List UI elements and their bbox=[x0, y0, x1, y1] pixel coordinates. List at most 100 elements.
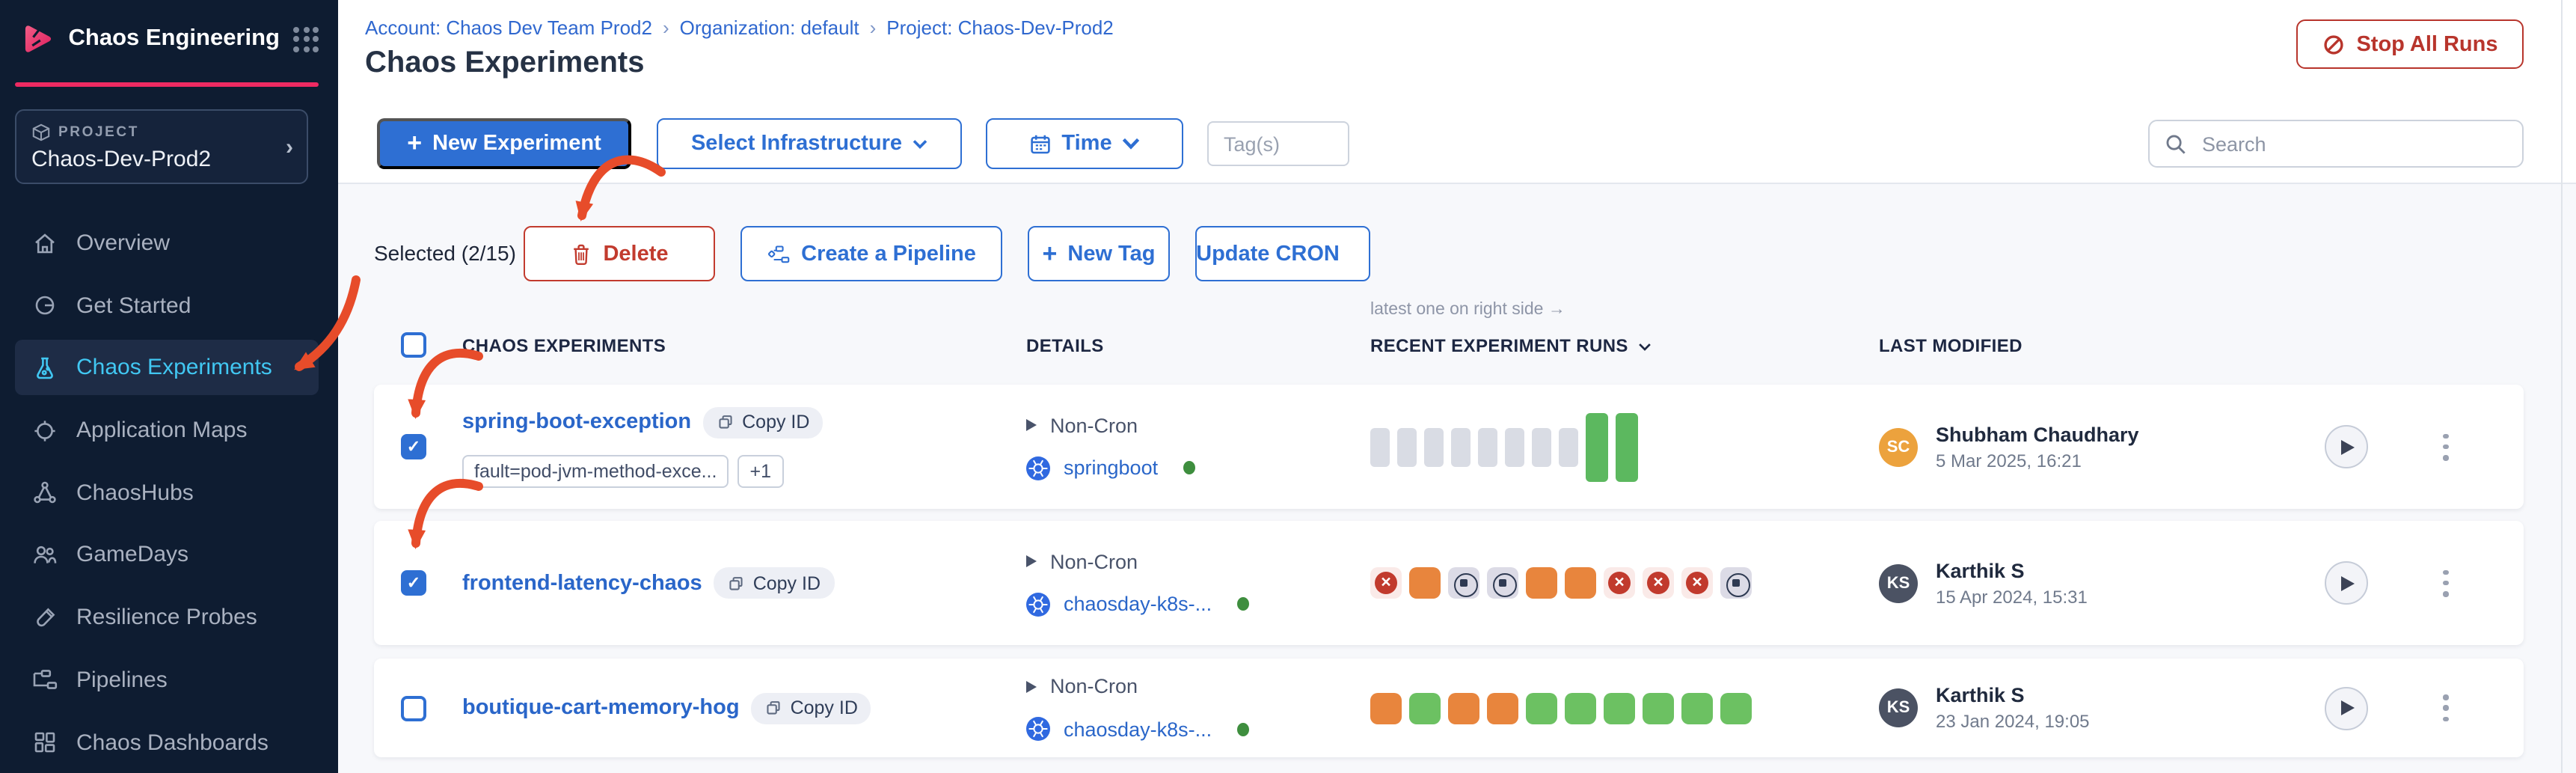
run-indicator-stopped[interactable] bbox=[1487, 567, 1518, 599]
breadcrumb-organization-link[interactable]: Organization: default bbox=[679, 16, 859, 39]
expand-triangle-icon[interactable] bbox=[1026, 680, 1037, 692]
breadcrumb: Account: Chaos Dev Team Prod2 › Organiza… bbox=[365, 16, 1114, 39]
expand-triangle-icon[interactable] bbox=[1026, 555, 1037, 567]
breadcrumb-project-link[interactable]: Project: Chaos-Dev-Prod2 bbox=[886, 16, 1114, 39]
update-cron-button[interactable]: Update CRON bbox=[1195, 226, 1370, 281]
search-input[interactable] bbox=[2199, 131, 2507, 156]
run-indicator-running[interactable] bbox=[1370, 692, 1402, 724]
copy-icon bbox=[767, 701, 781, 715]
run-indicator-passed[interactable] bbox=[1681, 692, 1713, 724]
sidebar-item-chaos-experiments[interactable]: Chaos Experiments bbox=[15, 340, 319, 396]
run-indicator-failed[interactable] bbox=[1643, 567, 1674, 599]
column-header-last-modified: LAST MODIFIED bbox=[1879, 335, 2023, 356]
experiment-row: ✓ frontend-latency-chaos Copy ID Non-Cro… bbox=[374, 521, 2524, 645]
plus-icon: + bbox=[1042, 239, 1058, 267]
run-indicator-empty[interactable] bbox=[1532, 427, 1551, 466]
run-indicator-running[interactable] bbox=[1565, 567, 1596, 599]
copy-id-button[interactable]: Copy ID bbox=[751, 692, 871, 724]
run-indicator-stopped[interactable] bbox=[1720, 567, 1752, 599]
infrastructure-link[interactable]: springboot bbox=[1064, 456, 1159, 479]
play-icon bbox=[2341, 700, 2355, 715]
sidebar-item-get-started[interactable]: Get Started bbox=[15, 278, 319, 333]
select-all-checkbox[interactable] bbox=[401, 332, 426, 358]
time-filter-dropdown[interactable]: Time bbox=[986, 118, 1183, 169]
sidebar-item-chaos-dashboards[interactable]: Chaos Dashboards bbox=[15, 715, 319, 770]
row-menu-button[interactable] bbox=[2432, 568, 2459, 598]
delete-button[interactable]: Delete bbox=[524, 226, 715, 281]
run-indicator-empty[interactable] bbox=[1397, 427, 1417, 466]
copy-id-button[interactable]: Copy ID bbox=[703, 406, 824, 438]
run-experiment-button[interactable] bbox=[2325, 686, 2368, 730]
row-checkbox[interactable] bbox=[401, 695, 426, 721]
play-icon bbox=[2341, 575, 2355, 590]
run-indicator-passed[interactable] bbox=[1720, 692, 1752, 724]
details-cell: Non-Cron springboot bbox=[1026, 385, 1196, 509]
select-infrastructure-dropdown[interactable]: Select Infrastructure bbox=[657, 118, 962, 169]
run-indicator-failed[interactable] bbox=[1681, 567, 1713, 599]
modified-date: 15 Apr 2024, 15:31 bbox=[1936, 586, 2088, 607]
tag-overflow-chip[interactable]: +1 bbox=[737, 454, 783, 487]
copy-id-button[interactable]: Copy ID bbox=[714, 567, 834, 599]
run-indicator-passed[interactable] bbox=[1526, 692, 1557, 724]
recent-runs bbox=[1370, 385, 1638, 509]
run-indicator-passed-tall[interactable] bbox=[1586, 412, 1608, 481]
run-indicator-passed[interactable] bbox=[1565, 692, 1596, 724]
row-menu-button[interactable] bbox=[2432, 432, 2459, 462]
run-indicator-failed[interactable] bbox=[1370, 567, 1402, 599]
experiment-name-link[interactable]: frontend-latency-chaos bbox=[462, 571, 702, 595]
sidebar-item-gamedays[interactable]: GameDays bbox=[15, 528, 319, 583]
run-indicator-empty[interactable] bbox=[1478, 427, 1497, 466]
search-icon bbox=[2166, 134, 2186, 153]
module-switcher-icon[interactable] bbox=[293, 26, 319, 52]
sidebar-item-overview[interactable]: Overview bbox=[15, 216, 319, 271]
experiment-name-link[interactable]: boutique-cart-memory-hog bbox=[462, 696, 740, 720]
infrastructure-link[interactable]: chaosday-k8s-... bbox=[1064, 593, 1212, 615]
run-experiment-button[interactable] bbox=[2325, 425, 2368, 468]
sidebar-item-chaoshubs[interactable]: ChaosHubs bbox=[15, 465, 319, 521]
experiment-name-link[interactable]: spring-boot-exception bbox=[462, 410, 692, 434]
run-indicator-empty[interactable] bbox=[1424, 427, 1444, 466]
breadcrumb-account-link[interactable]: Account: Chaos Dev Team Prod2 bbox=[365, 16, 652, 39]
run-indicator-passed[interactable] bbox=[1604, 692, 1635, 724]
sidebar-item-application-maps[interactable]: Application Maps bbox=[15, 403, 319, 458]
run-experiment-button[interactable] bbox=[2325, 561, 2368, 605]
sidebar-item-pipelines[interactable]: Pipelines bbox=[15, 653, 319, 708]
infrastructure-link[interactable]: chaosday-k8s-... bbox=[1064, 718, 1212, 740]
project-selector[interactable]: PROJECT Chaos-Dev-Prod2 › bbox=[15, 109, 308, 184]
modified-date: 5 Mar 2025, 16:21 bbox=[1936, 450, 2082, 471]
selected-count-label: Selected (2/15) bbox=[374, 241, 516, 265]
run-indicator-running[interactable] bbox=[1487, 692, 1518, 724]
row-checkbox[interactable]: ✓ bbox=[401, 434, 426, 459]
stop-all-runs-button[interactable]: Stop All Runs bbox=[2296, 19, 2524, 69]
run-indicator-running[interactable] bbox=[1448, 692, 1479, 724]
create-pipeline-button[interactable]: Create a Pipeline bbox=[740, 226, 1002, 281]
run-indicator-empty[interactable] bbox=[1370, 427, 1390, 466]
run-indicator-passed[interactable] bbox=[1643, 692, 1674, 724]
sidebar-item-resilience-probes[interactable]: Resilience Probes bbox=[15, 590, 319, 645]
run-indicator-empty[interactable] bbox=[1451, 427, 1471, 466]
sidebar-accent-divider bbox=[15, 82, 319, 86]
kubernetes-icon bbox=[1026, 456, 1050, 480]
probe-icon bbox=[31, 604, 58, 631]
run-indicator-empty[interactable] bbox=[1559, 427, 1578, 466]
tags-filter-input[interactable] bbox=[1207, 121, 1349, 166]
new-tag-button[interactable]: + New Tag bbox=[1028, 226, 1170, 281]
run-indicator-passed[interactable] bbox=[1409, 692, 1441, 724]
row-menu-button[interactable] bbox=[2432, 693, 2459, 723]
run-indicator-stopped[interactable] bbox=[1448, 567, 1479, 599]
run-indicator-empty[interactable] bbox=[1505, 427, 1524, 466]
calendar-icon bbox=[1030, 134, 1050, 153]
column-header-runs[interactable]: RECENT EXPERIMENT RUNS bbox=[1370, 335, 1652, 356]
run-indicator-running[interactable] bbox=[1526, 567, 1557, 599]
run-indicator-passed-tall[interactable] bbox=[1616, 412, 1638, 481]
last-modified-cell: KS Karthik S 23 Jan 2024, 19:05 bbox=[1879, 659, 2090, 757]
new-experiment-button[interactable]: + New Experiment bbox=[377, 118, 631, 169]
tag-chip[interactable]: fault=pod-jvm-method-exce... bbox=[462, 454, 729, 487]
run-indicator-failed[interactable] bbox=[1604, 567, 1635, 599]
app-title: Chaos Engineering bbox=[68, 25, 280, 51]
expand-triangle-icon[interactable] bbox=[1026, 419, 1037, 431]
row-checkbox[interactable]: ✓ bbox=[401, 570, 426, 596]
run-indicator-running[interactable] bbox=[1409, 567, 1441, 599]
last-modified-cell: SC Shubham Chaudhary 5 Mar 2025, 16:21 bbox=[1879, 385, 2139, 509]
